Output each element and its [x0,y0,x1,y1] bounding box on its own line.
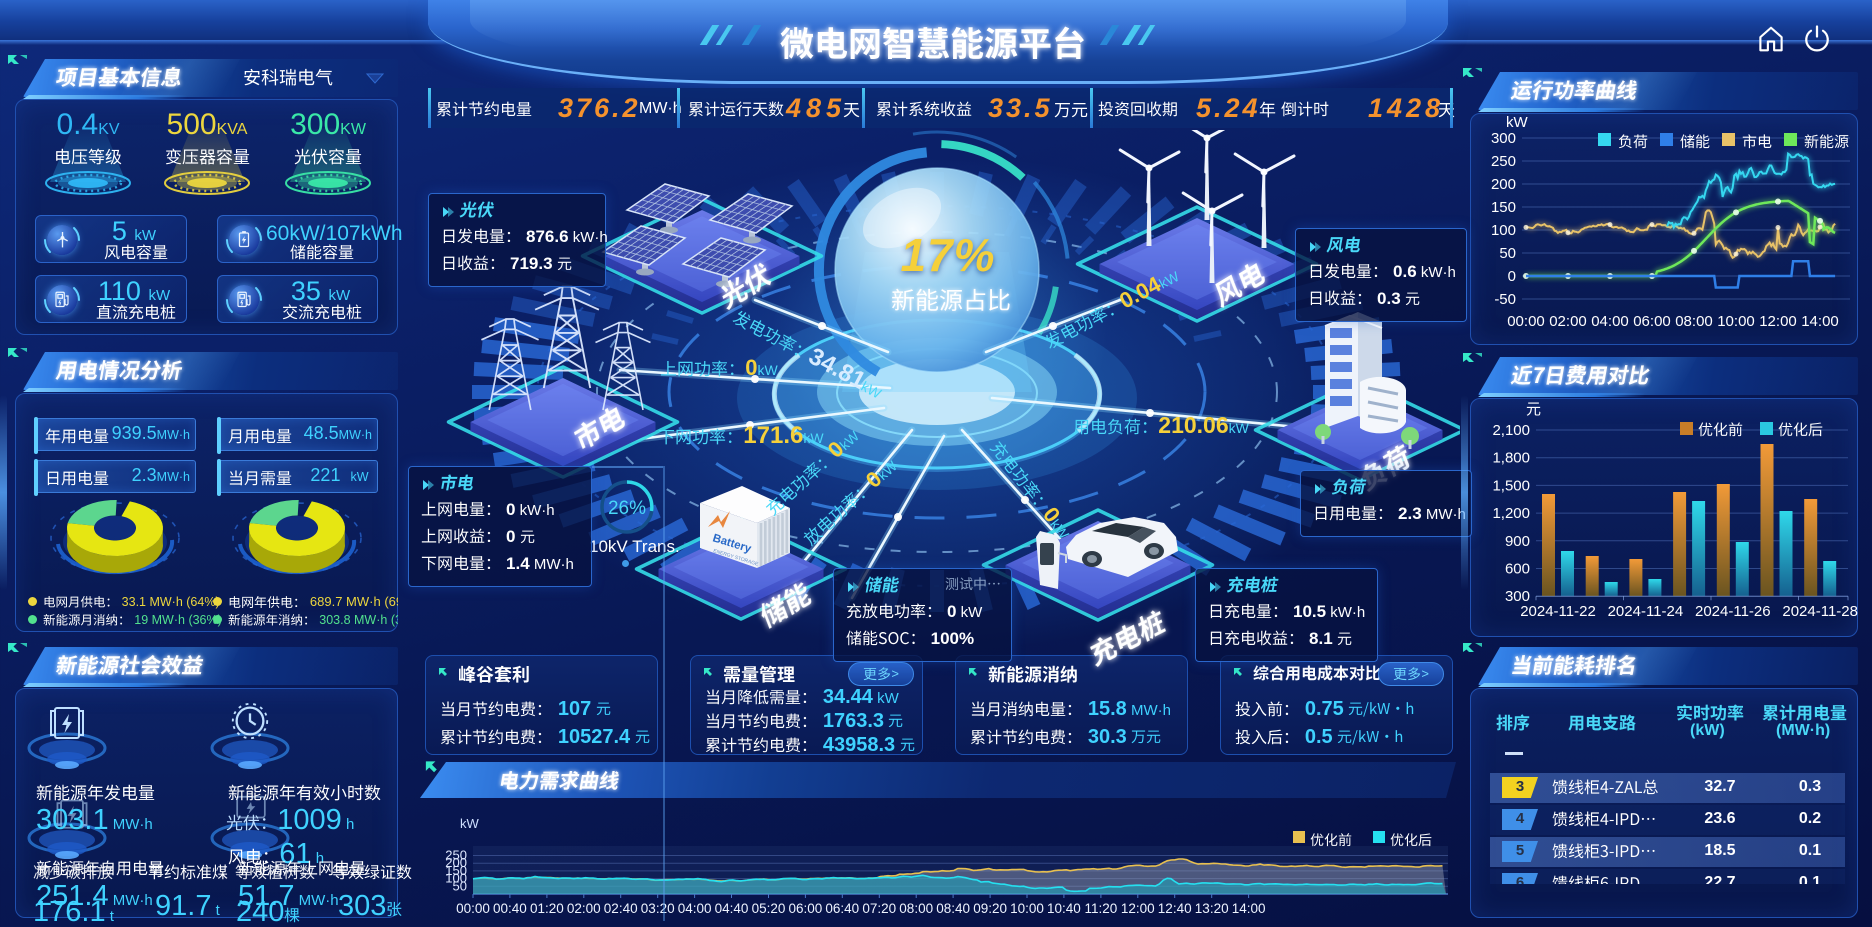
svg-text:250: 250 [445,848,467,863]
svg-text:09:20: 09:20 [973,901,1007,916]
svg-text:kW: kW [460,816,480,831]
svg-text:08:00: 08:00 [899,901,933,916]
svg-text:08:00: 08:00 [1675,313,1713,330]
svg-text:10:00: 10:00 [1717,313,1755,330]
svg-text:300: 300 [1505,588,1530,605]
svg-text:元: 元 [1526,401,1541,418]
svg-text:10:40: 10:40 [1047,901,1081,916]
svg-text:06:00: 06:00 [789,901,823,916]
svg-text:2024-11-26: 2024-11-26 [1695,603,1771,620]
svg-text:04:00: 04:00 [678,901,712,916]
svg-text:50: 50 [453,878,467,893]
svg-text:2024-11-22: 2024-11-22 [1520,603,1596,620]
svg-text:08:40: 08:40 [936,901,970,916]
svg-text:12:00: 12:00 [1759,313,1797,330]
svg-text:-50: -50 [1494,291,1516,308]
svg-text:12:40: 12:40 [1158,901,1192,916]
svg-text:10:00: 10:00 [1010,901,1044,916]
svg-text:150: 150 [445,863,467,878]
svg-text:50: 50 [1499,245,1516,262]
svg-text:100: 100 [445,871,467,886]
svg-text:2024-11-28: 2024-11-28 [1782,603,1858,620]
svg-text:00:40: 00:40 [493,901,527,916]
svg-text:00:00: 00:00 [1507,313,1545,330]
svg-text:2024-11-24: 2024-11-24 [1608,603,1684,620]
svg-text:kW: kW [1506,114,1529,131]
svg-text:04:40: 04:40 [715,901,749,916]
svg-text:11:20: 11:20 [1085,901,1118,916]
svg-text:100: 100 [1491,222,1516,239]
svg-text:03:20: 03:20 [641,901,675,916]
svg-text:06:40: 06:40 [825,901,859,916]
svg-text:250: 250 [1491,153,1516,170]
svg-text:04:00: 04:00 [1591,313,1629,330]
svg-text:02:00: 02:00 [567,901,601,916]
svg-text:14:00: 14:00 [1801,313,1839,330]
svg-text:200: 200 [445,855,467,870]
svg-text:02:40: 02:40 [604,901,638,916]
svg-text:600: 600 [1505,561,1530,578]
svg-text:01:20: 01:20 [530,901,564,916]
svg-text:1,200: 1,200 [1492,505,1530,522]
svg-text:0: 0 [1508,268,1516,285]
svg-text:13:20: 13:20 [1195,901,1229,916]
svg-text:1,800: 1,800 [1492,450,1530,467]
svg-text:02:00: 02:00 [1549,313,1587,330]
svg-text:1,500: 1,500 [1492,477,1530,494]
svg-text:300: 300 [1491,130,1516,147]
svg-text:12:00: 12:00 [1121,901,1155,916]
svg-text:14:00: 14:00 [1232,901,1266,916]
svg-text:2,100: 2,100 [1492,422,1530,439]
svg-text:200: 200 [1491,176,1516,193]
svg-text:00:00: 00:00 [456,901,490,916]
svg-text:06:00: 06:00 [1633,313,1671,330]
svg-text:05:20: 05:20 [752,901,786,916]
svg-text:900: 900 [1505,533,1530,550]
svg-text:150: 150 [1491,199,1516,216]
svg-text:26%: 26% [608,498,646,519]
svg-text:07:20: 07:20 [862,901,896,916]
